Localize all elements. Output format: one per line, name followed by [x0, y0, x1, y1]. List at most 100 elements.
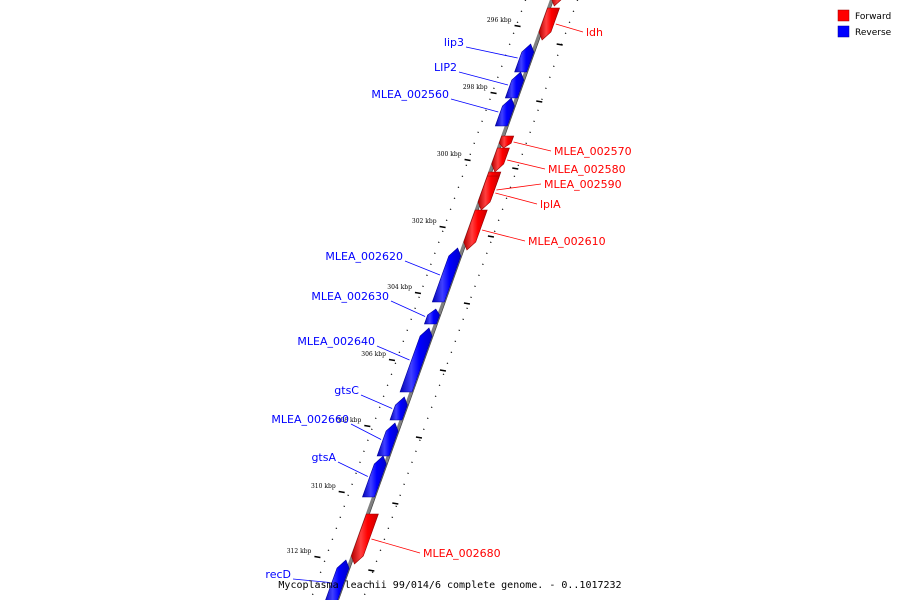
- major-tick: [514, 24, 521, 28]
- minor-tick: [513, 175, 516, 178]
- minor-tick: [462, 318, 465, 321]
- gene-label: MLEA_002630: [311, 290, 389, 303]
- major-tick: [415, 436, 423, 439]
- minor-tick: [497, 219, 500, 222]
- minor-tick: [501, 208, 504, 211]
- major-tick: [388, 358, 396, 362]
- label-leader: [495, 192, 538, 205]
- minor-tick: [343, 505, 346, 508]
- minor-tick: [524, 0, 527, 2]
- tick-label: 308 kbp: [337, 417, 362, 424]
- minor-tick: [323, 560, 326, 563]
- gene-label: MLEA_002560: [371, 88, 449, 101]
- minor-tick: [359, 461, 361, 464]
- tick-label: 306 kbp: [361, 351, 386, 358]
- gene-label: MLEA_002660: [271, 413, 349, 426]
- genome-backbone-shadow: [338, 0, 554, 600]
- minor-tick: [470, 296, 472, 299]
- minor-tick: [442, 373, 445, 376]
- minor-tick: [371, 571, 374, 574]
- legend-reverse-swatch: [837, 25, 850, 38]
- minor-tick: [395, 505, 398, 508]
- minor-tick: [445, 219, 448, 222]
- tick-label: 298 kbp: [463, 84, 488, 91]
- gene-arrow: [491, 147, 510, 173]
- minor-tick: [390, 373, 393, 376]
- gene-label: lip3: [444, 36, 464, 49]
- minor-tick: [457, 186, 460, 189]
- tick-label: 304 kbp: [387, 284, 412, 291]
- minor-tick: [520, 10, 523, 13]
- minor-tick: [418, 296, 420, 299]
- minor-tick: [438, 384, 441, 387]
- gene-arrow: [362, 455, 387, 498]
- label-leader: [450, 98, 499, 113]
- tick-marks: 296 kbp 298 kbp 300 kbp 302 kbp 304 kbp 306 k…: [287, 0, 579, 596]
- minor-tick: [509, 186, 512, 189]
- gene-label: LIP2: [434, 61, 457, 74]
- minor-tick: [363, 593, 366, 596]
- major-tick: [414, 291, 422, 295]
- minor-tick: [516, 21, 519, 24]
- legend-forward-label: Forward: [855, 12, 891, 22]
- gene-arrow: [538, 7, 560, 41]
- label-leader: [371, 538, 421, 554]
- minor-tick: [394, 362, 397, 365]
- minor-tick: [319, 571, 322, 574]
- minor-tick: [355, 472, 357, 475]
- minor-tick: [335, 527, 338, 530]
- gene-arrow: [423, 308, 440, 325]
- minor-tick: [430, 406, 433, 409]
- minor-tick: [414, 307, 416, 310]
- tick-label: 310 kbp: [311, 483, 336, 490]
- tick-label: 296 kbp: [487, 17, 512, 24]
- minor-tick: [517, 164, 520, 167]
- minor-tick: [370, 428, 373, 431]
- gene-arrow: [399, 327, 433, 393]
- gene-arrow: [351, 513, 379, 565]
- minor-tick: [454, 340, 457, 343]
- minor-tick: [403, 483, 405, 486]
- minor-tick: [568, 21, 571, 24]
- major-tick: [487, 235, 495, 238]
- minor-tick: [465, 164, 468, 167]
- minor-tick: [331, 538, 334, 541]
- minor-tick: [493, 87, 495, 90]
- minor-tick: [497, 76, 499, 79]
- label-leader: [465, 46, 518, 59]
- major-tick: [314, 555, 321, 559]
- minor-tick: [419, 439, 421, 442]
- minor-tick: [449, 208, 452, 211]
- minor-tick: [489, 98, 491, 101]
- minor-tick: [508, 43, 511, 46]
- major-tick: [556, 43, 563, 46]
- minor-tick: [556, 54, 559, 57]
- minor-tick: [426, 274, 428, 277]
- minor-tick: [477, 131, 479, 134]
- label-leader: [555, 23, 584, 33]
- minor-tick: [572, 10, 575, 13]
- minor-tick: [458, 329, 461, 332]
- gene-label: MLEA_002640: [297, 335, 375, 348]
- minor-tick: [529, 131, 531, 134]
- gene-labels: ldh lip3 LIP2 MLEA_002560 MLEA_002570 MLEA_00…: [265, 23, 632, 583]
- minor-tick: [525, 142, 528, 145]
- major-tick: [464, 158, 471, 162]
- legend-reverse-label: Reverse: [855, 28, 892, 38]
- minor-tick: [552, 65, 555, 68]
- gene-label: recD: [265, 568, 291, 581]
- minor-tick: [327, 549, 330, 552]
- legend: Forward Reverse: [837, 9, 892, 38]
- minor-tick: [379, 549, 382, 552]
- minor-tick: [500, 65, 503, 68]
- minor-tick: [374, 417, 377, 420]
- label-leader: [507, 159, 546, 170]
- label-leader: [390, 300, 426, 317]
- genome-caption: Mycoplasma leachii 99/014/6 complete gen…: [278, 580, 621, 591]
- minor-tick: [576, 0, 579, 2]
- gene-arrow: [477, 175, 500, 211]
- gene-arrow: [551, 0, 562, 7]
- minor-tick: [485, 109, 487, 112]
- minor-tick: [311, 593, 314, 596]
